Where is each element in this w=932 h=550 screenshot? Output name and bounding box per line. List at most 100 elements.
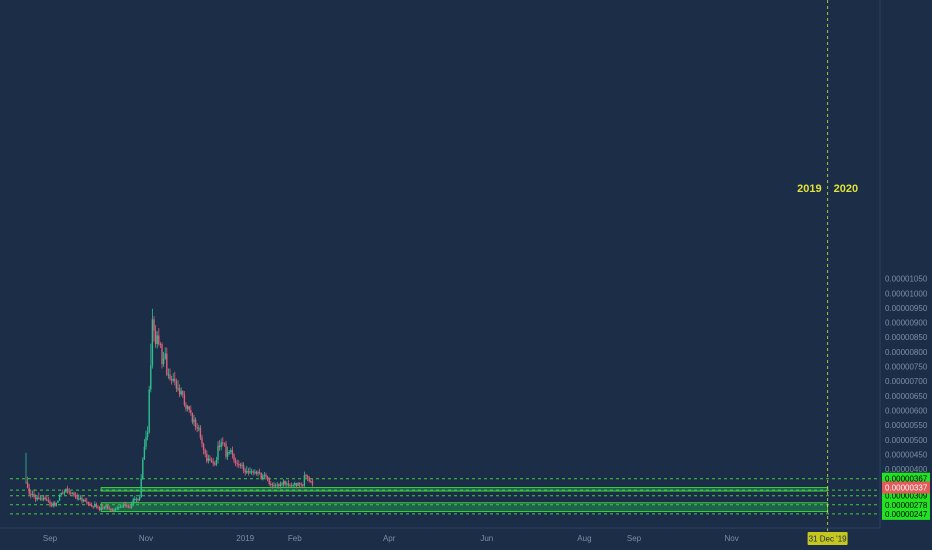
candle-body — [102, 507, 104, 509]
candle-body — [86, 501, 88, 503]
candle-body — [127, 506, 130, 508]
candle-body — [106, 505, 109, 509]
candle-body — [201, 437, 203, 444]
candle-body — [156, 335, 158, 344]
candle-body — [90, 504, 93, 507]
candle-body — [98, 507, 101, 511]
current-price-label-bg — [882, 481, 930, 494]
candle-body — [295, 483, 298, 487]
candle-body — [154, 330, 157, 344]
level-price-label: 0.00000367 — [885, 475, 928, 484]
x-tick-label: Feb — [288, 534, 302, 543]
candle-body — [113, 509, 115, 511]
candle-body — [130, 505, 133, 508]
candle-body — [234, 460, 237, 464]
level-price-label: 0.00000309 — [885, 492, 928, 501]
candle-body — [166, 353, 168, 375]
y-tick-label: 0.00000750 — [885, 363, 928, 372]
candle-body — [209, 458, 211, 460]
y-tick-label: 0.00000950 — [885, 304, 928, 313]
candle-body — [167, 374, 170, 376]
candle-body — [52, 502, 54, 506]
candle-body — [199, 427, 202, 438]
candle-body — [55, 502, 58, 506]
candle-body — [174, 378, 176, 382]
candle-body — [110, 508, 112, 510]
candle-body — [38, 497, 40, 500]
candle-body — [119, 506, 122, 508]
candle-body — [270, 483, 272, 485]
candle-body — [292, 485, 294, 487]
candle-body — [212, 462, 214, 464]
candle-body — [49, 501, 51, 506]
candle-body — [246, 471, 248, 473]
candle-body — [250, 471, 253, 473]
divider-layer: 2019 2020 — [797, 0, 858, 534]
candle-body — [218, 445, 221, 448]
candle-body — [28, 488, 30, 494]
support-zone[interactable] — [100, 487, 829, 492]
candle-body — [143, 446, 146, 460]
candle-body — [118, 507, 120, 509]
x-tick-label: Aug — [577, 534, 591, 543]
candle-body — [226, 452, 229, 457]
candle-body — [122, 504, 125, 507]
candle-body — [193, 419, 195, 423]
candle-body — [148, 389, 150, 433]
candle-body — [58, 495, 61, 501]
candle-body — [95, 504, 98, 507]
candle-body — [284, 480, 286, 485]
candle-body — [71, 492, 74, 494]
candle-body — [142, 459, 144, 479]
candle-body — [177, 388, 179, 390]
x-tick-label: 2019 — [236, 534, 254, 543]
candle-body — [249, 471, 251, 473]
candle-body — [300, 483, 302, 485]
candle-body — [26, 482, 29, 489]
candle-body — [273, 484, 275, 486]
candle-body — [33, 494, 35, 497]
y-tick-label: 0.00000600 — [885, 406, 928, 415]
candle-body — [66, 488, 69, 492]
candle-body — [297, 483, 299, 487]
candle-body — [84, 499, 86, 502]
candle-body — [196, 427, 198, 429]
candle-body — [145, 437, 147, 447]
candle-body — [257, 472, 259, 474]
price-labels-layer: 0.000003670.000003280.000003090.00000278… — [882, 472, 930, 520]
candle-body — [244, 470, 246, 473]
candle-body — [62, 492, 64, 494]
candle-body — [158, 335, 160, 344]
candle-body — [175, 381, 178, 389]
y-tick-label: 0.00000850 — [885, 333, 928, 342]
x-tick-label: Nov — [724, 534, 738, 543]
candle-body — [70, 492, 72, 494]
candle-body — [140, 478, 142, 498]
candle-body — [89, 504, 91, 506]
candle-body — [121, 506, 123, 508]
support-zone[interactable] — [100, 502, 829, 513]
candles-layer — [25, 308, 314, 513]
x-axis[interactable]: Sep Nov 2019 Feb Apr Jun Aug Sep Nov 31 Dec '19 — [0, 527, 880, 545]
candle-body — [286, 483, 288, 485]
y-tick-label: 0.00001000 — [885, 289, 928, 298]
candle-body — [271, 484, 274, 486]
candle-body — [262, 475, 264, 480]
candle-body — [207, 458, 210, 462]
candle-body — [169, 374, 171, 380]
y-tick-label: 0.00000400 — [885, 465, 928, 474]
candle-body — [268, 478, 270, 484]
candle-body — [278, 484, 280, 487]
divider-date-label: 31 Dec '19 — [809, 535, 848, 544]
candle-body — [215, 459, 218, 465]
candle-body — [100, 507, 102, 511]
candle-body — [188, 406, 190, 410]
candle-body — [79, 497, 82, 499]
candle-body — [105, 505, 107, 508]
candle-body — [231, 450, 234, 455]
candle-body — [236, 463, 238, 465]
candle-body — [281, 483, 283, 485]
candle-body — [39, 498, 42, 500]
